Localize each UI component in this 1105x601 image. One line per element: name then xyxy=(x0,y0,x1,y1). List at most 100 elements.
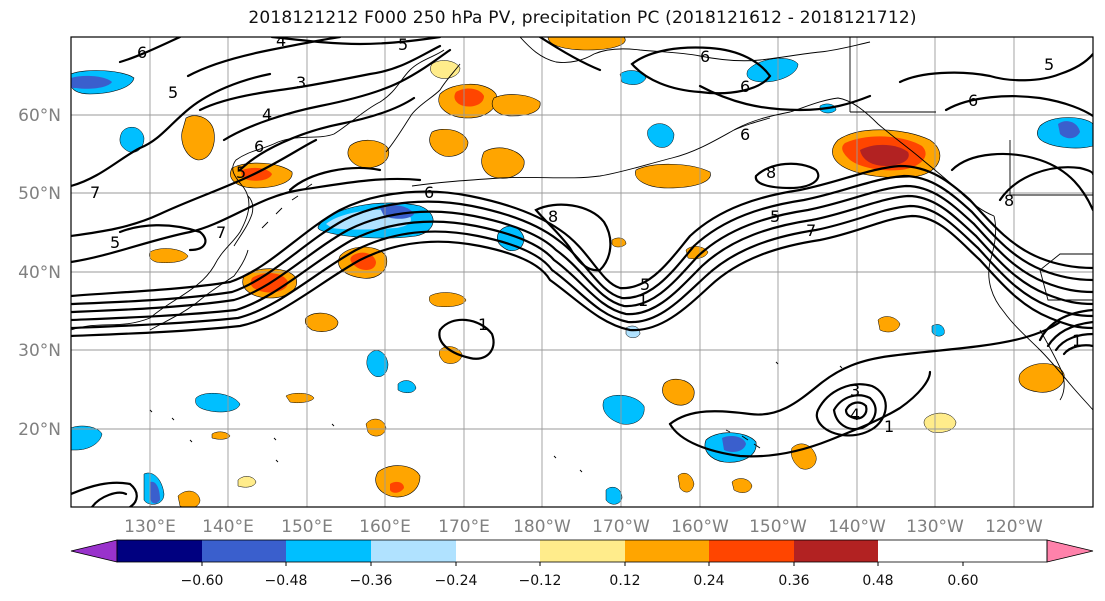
lon-label-180w: 180°W xyxy=(513,517,571,537)
latitude-labels: 60°N 50°N 40°N 30°N 20°N xyxy=(18,106,61,440)
colorbar-tick-label: 0.24 xyxy=(693,573,724,589)
graticule xyxy=(71,37,1093,507)
precip-blob-32n-172e xyxy=(438,346,463,364)
precip-blob-22n-159e xyxy=(365,418,387,437)
precip-neg-blob-20n-124e xyxy=(71,425,103,451)
lat-label-20n: 20°N xyxy=(18,420,61,440)
contour-label: 5 xyxy=(770,207,780,226)
lon-label-170w: 170°W xyxy=(592,517,650,537)
contour-label: 1 xyxy=(1072,331,1082,350)
precip-neg-blob-66n-170w xyxy=(619,70,647,85)
colorbar-extend-high xyxy=(1046,539,1094,563)
colorbar-tick-label: 0.12 xyxy=(609,573,640,589)
lat-label-60n: 60°N xyxy=(18,106,61,126)
colorbar-tick-label: −0.36 xyxy=(350,573,393,589)
lat-label-40n: 40°N xyxy=(18,263,61,283)
contour-label: 4 xyxy=(850,405,860,424)
lon-label-140w: 140°W xyxy=(828,517,886,537)
colorbar-cell xyxy=(540,540,625,562)
lon-label-160w: 160°W xyxy=(671,517,729,537)
plot-title: 2018121212 F000 250 hPa PV, precipitatio… xyxy=(248,8,917,28)
precip-blob-14n-152w xyxy=(731,478,753,493)
precip-blob-okhotsk-1 xyxy=(347,139,390,169)
colorbar-cell xyxy=(117,540,202,562)
precip-blob-bering-3 xyxy=(430,60,461,79)
precip-neg-blob-27n-168e xyxy=(366,350,389,377)
contour-label: 1 xyxy=(638,291,648,310)
contour-label: 3 xyxy=(850,381,860,400)
colorbar-tick-label: 0.36 xyxy=(778,573,809,589)
pv-contours xyxy=(71,37,1093,507)
contour-label: 7 xyxy=(216,223,226,242)
precip-blob-20n-145e xyxy=(211,431,231,440)
colorbar-tick-label: 0.60 xyxy=(947,573,978,589)
contour-label: 6 xyxy=(968,91,978,110)
colorbar-cell xyxy=(286,540,371,562)
precip-neg-blob-22n-169w xyxy=(602,394,645,425)
colorbar-cell xyxy=(371,540,456,562)
contour-label: 6 xyxy=(424,183,434,202)
longitude-labels: 130°E 140°E 150°E 160°E 170°E 180°W 170°… xyxy=(124,517,1043,537)
precip-blob-34n-162e xyxy=(304,312,339,332)
contour-label: 8 xyxy=(766,163,776,182)
precip-neg-blob-31n-160w xyxy=(625,325,641,338)
colorbar-tick-label: −0.60 xyxy=(181,573,224,589)
colorbar-cell xyxy=(456,540,540,562)
precip-blob-okhotsk-2 xyxy=(429,129,469,157)
contour-label: 5 xyxy=(168,83,178,102)
precip-blob-far-east-1 xyxy=(181,115,215,161)
contour-label: 5 xyxy=(398,35,408,54)
precip-blob-33n-140w xyxy=(877,316,901,333)
map-frame xyxy=(70,36,1094,508)
contour-label: 6 xyxy=(740,77,750,96)
precip-blob-gulf-alaska xyxy=(635,163,711,189)
precip-blob-15n-161e-core xyxy=(390,481,404,493)
precip-blob-bering-2 xyxy=(492,94,541,117)
precip-blob-15n-161e xyxy=(375,465,421,498)
contour-label: 7 xyxy=(806,221,816,240)
contour-label: 5 xyxy=(110,233,120,252)
precip-blob-12n-155e xyxy=(237,476,257,488)
precip-blob-top-center xyxy=(547,37,626,51)
colorbar-cell xyxy=(202,540,286,562)
precip-neg-blob-63n-125e-core xyxy=(71,75,112,89)
contour-label: 1 xyxy=(884,417,894,436)
precip-blob-41n-160e-core xyxy=(350,252,376,270)
colorbar-tick-label: −0.24 xyxy=(435,573,478,589)
precip-positive-layer xyxy=(149,37,1065,507)
contour-label: 5 xyxy=(640,275,650,294)
precip-blob-44n-177w xyxy=(611,237,627,248)
contour-label: 6 xyxy=(700,47,710,66)
contour-label: 4 xyxy=(262,105,272,124)
contour-label: 8 xyxy=(1004,191,1014,210)
colorbar-outline xyxy=(116,539,1048,563)
precip-blob-baja xyxy=(1018,363,1065,393)
lon-label-160e: 160°E xyxy=(359,517,411,537)
colorbar-extend-low xyxy=(70,539,118,563)
colorbar-cell xyxy=(709,540,794,562)
lon-label-150w: 150°W xyxy=(749,517,807,537)
precip-neg-blob-56n-132w-core xyxy=(1058,121,1080,139)
lon-label-120w: 120°W xyxy=(985,517,1043,537)
lon-label-140e: 140°E xyxy=(202,517,254,537)
lon-label-130w: 130°W xyxy=(906,517,964,537)
precip-neg-blob-18n-155w-core xyxy=(722,436,746,452)
lon-label-150e: 150°E xyxy=(281,517,333,537)
precip-neg-blob-26n-176e xyxy=(397,380,417,393)
colorbar-tick-label: −0.12 xyxy=(519,573,562,589)
colorbar-cell xyxy=(625,540,709,562)
precip-blob-bering-1-core xyxy=(454,88,484,107)
precip-neg-blob-57n-165w xyxy=(647,123,675,148)
precip-blob-36n-172e xyxy=(429,292,467,307)
contour-labels: 6 4 5 5 3 4 5 6 7 5 6 6 8 5 7 1 5 8 7 1 … xyxy=(90,35,1082,436)
lon-label-130e: 130°E xyxy=(124,517,176,537)
precip-neg-blob-13n-173e xyxy=(605,487,623,505)
precip-blob-14n-160w xyxy=(677,473,695,493)
contour-label: 8 xyxy=(548,207,558,226)
contour-label: 5 xyxy=(1044,55,1054,74)
precip-blob-kamchatka xyxy=(481,147,525,179)
lat-label-50n: 50°N xyxy=(18,184,61,204)
contour-label: 6 xyxy=(137,43,147,62)
precip-neg-blob-13n-145e-core xyxy=(150,481,160,504)
